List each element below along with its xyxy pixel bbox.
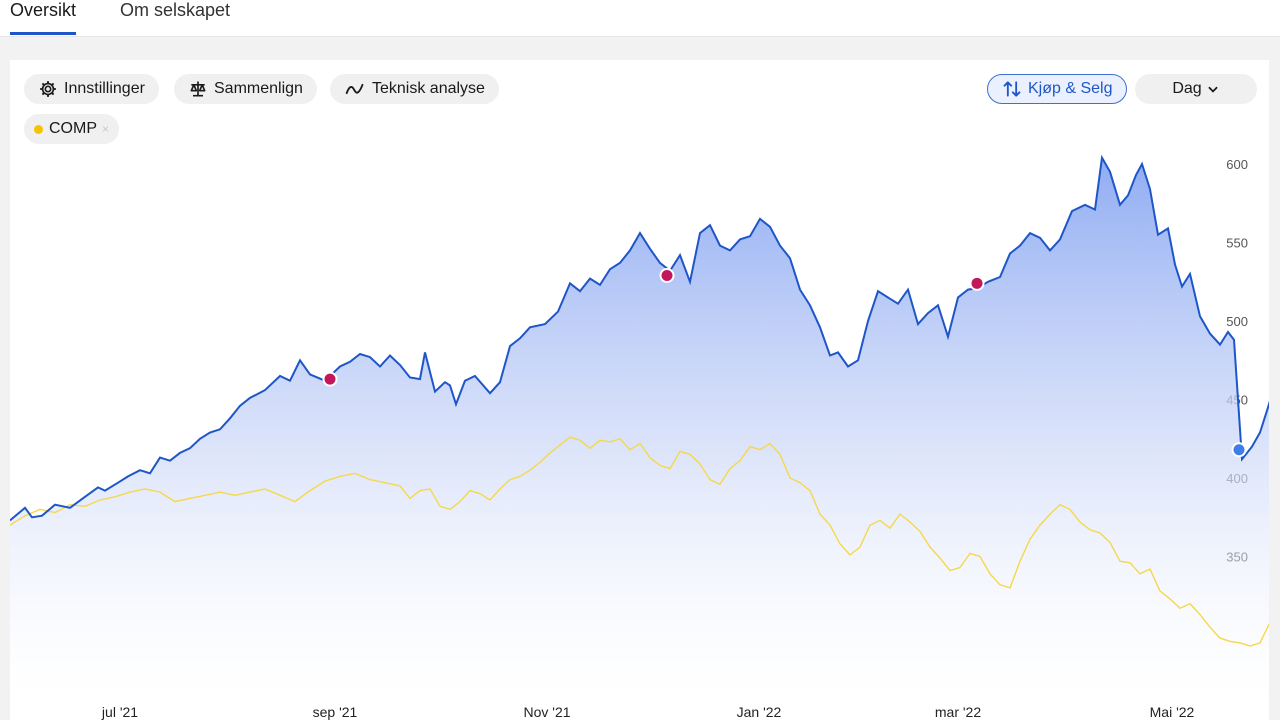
buy-sell-button[interactable]: Kjøp & Selg <box>987 74 1128 104</box>
chevron-down-icon <box>1207 86 1218 93</box>
x-tick-label: jul '21 <box>101 704 138 720</box>
x-tick-label: Mai '22 <box>1150 704 1195 720</box>
compare-label: Sammenlign <box>214 80 303 97</box>
close-icon[interactable]: × <box>102 122 110 136</box>
compare-button[interactable]: Sammenlign <box>174 74 317 104</box>
y-tick-label: 500 <box>1226 314 1248 329</box>
trade-marker[interactable] <box>969 275 985 291</box>
compare-chip-comp[interactable]: COMP × <box>24 114 120 144</box>
swap-arrows-icon <box>1003 81 1021 97</box>
trend-line-icon <box>345 83 364 95</box>
y-tick-label: 600 <box>1226 157 1248 172</box>
x-tick-label: Jan '22 <box>737 704 782 720</box>
technical-analysis-button[interactable]: Teknisk analyse <box>330 74 499 104</box>
period-select[interactable]: Dag <box>1135 74 1257 104</box>
settings-label: Innstillinger <box>64 80 145 97</box>
price-series-line <box>10 154 1269 522</box>
price-area-fill <box>10 157 1269 700</box>
trade-marker[interactable] <box>1231 442 1247 458</box>
scale-icon <box>190 81 206 97</box>
trade-marker[interactable] <box>659 267 675 283</box>
comp-chip-label: COMP <box>49 120 97 137</box>
settings-button[interactable]: Innstillinger <box>24 74 159 104</box>
period-value: Dag <box>1172 80 1202 97</box>
technical-analysis-label: Teknisk analyse <box>372 80 485 97</box>
top-tab-bar: Oversikt Om selskapet <box>0 0 1280 37</box>
comp-series-line <box>10 436 1269 647</box>
x-tick-label: Nov '21 <box>523 704 570 720</box>
x-tick-label: mar '22 <box>935 704 981 720</box>
trade-markers[interactable] <box>322 267 1247 458</box>
x-tick-label: sep '21 <box>313 704 358 720</box>
tab-company[interactable]: Om selskapet <box>120 0 231 20</box>
y-tick-label: 550 <box>1226 236 1248 251</box>
gear-icon <box>40 81 56 97</box>
buy-sell-label: Kjøp & Selg <box>1028 80 1113 97</box>
comp-color-dot <box>34 124 43 134</box>
x-axis: jul '21 sep '21 Nov '21 Jan '22 mar '22 Mai '… <box>101 704 1195 720</box>
tab-overview[interactable]: Oversikt <box>10 0 77 35</box>
trade-marker[interactable] <box>322 371 338 387</box>
